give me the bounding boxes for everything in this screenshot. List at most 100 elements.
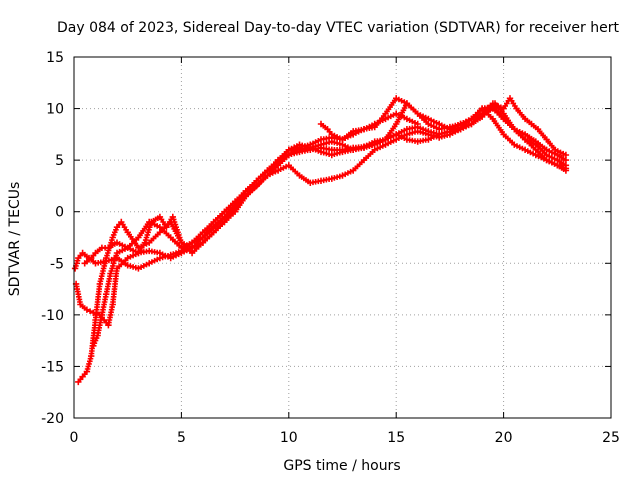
point-mark bbox=[113, 227, 119, 233]
point-mark bbox=[433, 125, 440, 131]
series-line bbox=[77, 107, 568, 383]
point-mark bbox=[87, 308, 93, 314]
point-mark bbox=[326, 146, 332, 153]
point-mark bbox=[465, 117, 472, 123]
point-mark bbox=[519, 145, 526, 152]
point-mark bbox=[551, 156, 558, 162]
point-mark bbox=[133, 236, 140, 243]
point-mark bbox=[348, 130, 354, 136]
point-mark bbox=[96, 283, 103, 290]
point-mark bbox=[143, 248, 150, 255]
point-mark bbox=[520, 134, 526, 141]
point-mark bbox=[315, 178, 322, 185]
point-mark bbox=[219, 215, 226, 222]
point-mark bbox=[499, 114, 505, 120]
plot-frame bbox=[73, 56, 612, 419]
point-mark bbox=[294, 143, 300, 149]
point-mark bbox=[551, 161, 558, 167]
point-mark bbox=[401, 127, 408, 134]
point-mark bbox=[412, 108, 419, 115]
point-mark bbox=[102, 245, 108, 251]
point-mark bbox=[175, 251, 182, 258]
point-mark bbox=[154, 223, 160, 229]
point-mark bbox=[155, 215, 161, 221]
point-mark bbox=[520, 114, 527, 120]
point-mark bbox=[133, 248, 139, 255]
point-mark bbox=[337, 173, 343, 180]
y-tick-label: -10 bbox=[41, 308, 64, 324]
point-mark bbox=[134, 242, 140, 249]
point-mark bbox=[122, 257, 129, 263]
point-mark bbox=[390, 112, 397, 118]
point-mark bbox=[165, 254, 171, 260]
point-mark bbox=[143, 261, 150, 268]
point-mark bbox=[512, 103, 518, 109]
point-mark bbox=[422, 130, 429, 137]
point-mark bbox=[455, 122, 461, 129]
point-mark bbox=[77, 252, 84, 259]
y-tick-label: 0 bbox=[55, 205, 64, 221]
point-mark bbox=[133, 264, 139, 271]
point-mark bbox=[130, 264, 136, 270]
y-tick-label: 5 bbox=[55, 153, 64, 169]
point-mark bbox=[380, 113, 387, 119]
point-mark bbox=[90, 258, 97, 265]
chart-title: Day 084 of 2023, Sidereal Day-to-day VTE… bbox=[57, 20, 619, 36]
x-axis-label: GPS time / hours bbox=[283, 458, 400, 474]
point-mark bbox=[154, 256, 160, 263]
y-tick-label: -20 bbox=[41, 411, 64, 427]
point-mark bbox=[84, 253, 90, 260]
point-mark bbox=[122, 246, 128, 252]
point-mark bbox=[98, 314, 105, 321]
point-mark bbox=[273, 161, 280, 168]
x-tick-label: 10 bbox=[280, 430, 298, 446]
series-track-6 bbox=[317, 95, 570, 159]
point-mark bbox=[541, 156, 547, 162]
point-mark bbox=[380, 137, 386, 143]
point-mark bbox=[176, 243, 183, 249]
point-mark bbox=[304, 144, 311, 150]
x-tick-label: 5 bbox=[177, 430, 186, 446]
point-mark bbox=[108, 256, 115, 263]
y-tick-label: -15 bbox=[41, 359, 64, 375]
point-mark bbox=[326, 151, 332, 157]
point-mark bbox=[315, 138, 322, 144]
point-mark bbox=[97, 246, 103, 253]
x-tick-label: 15 bbox=[387, 430, 405, 446]
point-mark bbox=[476, 112, 483, 118]
x-tick-label: 0 bbox=[70, 430, 79, 446]
point-mark bbox=[140, 242, 147, 248]
point-mark bbox=[144, 221, 151, 227]
point-mark bbox=[107, 273, 113, 279]
point-mark bbox=[422, 114, 429, 121]
point-mark bbox=[530, 150, 536, 157]
point-mark bbox=[391, 123, 398, 130]
point-mark bbox=[498, 104, 504, 111]
point-mark bbox=[380, 143, 386, 149]
point-mark bbox=[433, 132, 440, 139]
point-mark bbox=[530, 140, 536, 147]
point-mark bbox=[487, 114, 494, 120]
point-mark bbox=[499, 129, 505, 135]
point-mark bbox=[81, 371, 88, 377]
point-mark bbox=[401, 99, 408, 105]
point-mark bbox=[294, 170, 301, 177]
point-mark bbox=[102, 294, 109, 300]
point-mark bbox=[109, 304, 115, 310]
series-layer bbox=[71, 95, 570, 386]
point-mark bbox=[109, 237, 115, 243]
point-mark bbox=[77, 299, 83, 305]
point-mark bbox=[509, 139, 515, 146]
point-mark bbox=[560, 150, 566, 157]
x-tick-label: 20 bbox=[495, 430, 513, 446]
point-mark bbox=[283, 154, 290, 160]
point-mark bbox=[560, 156, 567, 162]
point-mark bbox=[77, 376, 84, 383]
point-mark bbox=[560, 166, 567, 172]
point-mark bbox=[401, 135, 408, 141]
series-track-2 bbox=[72, 100, 570, 329]
point-mark bbox=[509, 124, 515, 130]
point-mark bbox=[86, 257, 92, 263]
point-mark bbox=[369, 124, 375, 131]
